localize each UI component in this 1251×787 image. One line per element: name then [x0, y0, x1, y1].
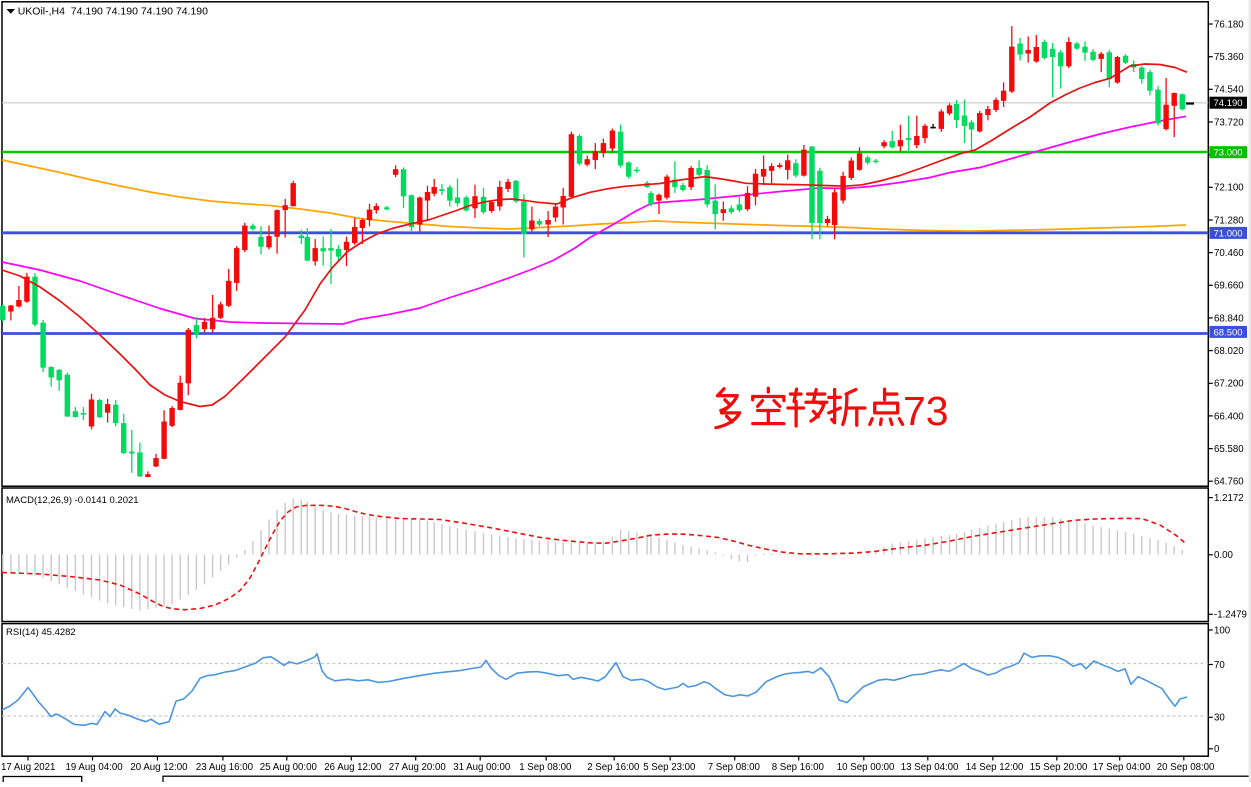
svg-text:74.540: 74.540: [1214, 85, 1244, 96]
svg-text:8 Sep 16:00: 8 Sep 16:00: [772, 762, 825, 773]
svg-text:76.180: 76.180: [1214, 19, 1244, 30]
svg-text:17 Aug 2021: 17 Aug 2021: [1, 762, 55, 773]
svg-text:17 Sep 04:00: 17 Sep 04:00: [1093, 762, 1151, 773]
svg-text:75.360: 75.360: [1214, 52, 1244, 63]
svg-text:30: 30: [1214, 713, 1225, 724]
svg-text:72.100: 72.100: [1214, 183, 1244, 194]
svg-text:-1.2479: -1.2479: [1214, 610, 1247, 621]
svg-text:69.660: 69.660: [1214, 281, 1244, 292]
svg-text:70: 70: [1214, 660, 1225, 671]
svg-text:0.00: 0.00: [1214, 550, 1233, 561]
svg-text:71.280: 71.280: [1214, 215, 1244, 226]
svg-text:MACD(12,26,9) -0.0141 0.2021: MACD(12,26,9) -0.0141 0.2021: [6, 495, 139, 506]
svg-text:66.400: 66.400: [1214, 411, 1244, 422]
svg-text:0: 0: [1214, 744, 1220, 755]
svg-text:20 Aug 12:00: 20 Aug 12:00: [130, 762, 188, 773]
svg-text:100: 100: [1214, 625, 1231, 636]
svg-text:23 Aug 16:00: 23 Aug 16:00: [196, 762, 254, 773]
svg-text:68.840: 68.840: [1214, 313, 1244, 324]
svg-text:1.2172: 1.2172: [1214, 493, 1244, 504]
svg-text:20 Sep 08:00: 20 Sep 08:00: [1157, 762, 1215, 773]
svg-text:13 Sep 04:00: 13 Sep 04:00: [901, 762, 959, 773]
svg-text:71.000: 71.000: [1214, 228, 1243, 239]
svg-text:31 Aug 00:00: 31 Aug 00:00: [453, 762, 511, 773]
svg-text:26 Aug 12:00: 26 Aug 12:00: [324, 762, 382, 773]
svg-text:73.000: 73.000: [1214, 148, 1243, 159]
svg-text:64.760: 64.760: [1214, 477, 1244, 488]
svg-text:2 Sep 16:00: 2 Sep 16:00: [587, 762, 640, 773]
svg-text:74.190: 74.190: [1214, 98, 1243, 109]
svg-text:68.500: 68.500: [1214, 327, 1243, 338]
svg-text:68.020: 68.020: [1214, 346, 1244, 357]
svg-text:UKOil-,H4 74.190 74.190 74.19: UKOil-,H4 74.190 74.190 74.190 74.190: [18, 6, 208, 18]
svg-text:25 Aug 00:00: 25 Aug 00:00: [260, 762, 318, 773]
svg-text:73.720: 73.720: [1214, 117, 1244, 128]
svg-text:RSI(14) 45.4282: RSI(14) 45.4282: [6, 627, 76, 638]
svg-text:7 Sep 08:00: 7 Sep 08:00: [708, 762, 761, 773]
svg-text:27 Aug 20:00: 27 Aug 20:00: [389, 762, 447, 773]
svg-text:5 Sep 23:00: 5 Sep 23:00: [643, 762, 696, 773]
svg-text:67.200: 67.200: [1214, 379, 1244, 390]
svg-text:1 Sep 08:00: 1 Sep 08:00: [519, 762, 572, 773]
svg-text:65.580: 65.580: [1214, 444, 1244, 455]
svg-text:15 Sep 20:00: 15 Sep 20:00: [1030, 762, 1088, 773]
svg-text:10 Sep 00:00: 10 Sep 00:00: [837, 762, 895, 773]
svg-text:73: 73: [903, 388, 949, 434]
svg-text:70.460: 70.460: [1214, 248, 1244, 259]
svg-text:19 Aug 04:00: 19 Aug 04:00: [66, 762, 124, 773]
svg-text:14 Sep 12:00: 14 Sep 12:00: [966, 762, 1024, 773]
